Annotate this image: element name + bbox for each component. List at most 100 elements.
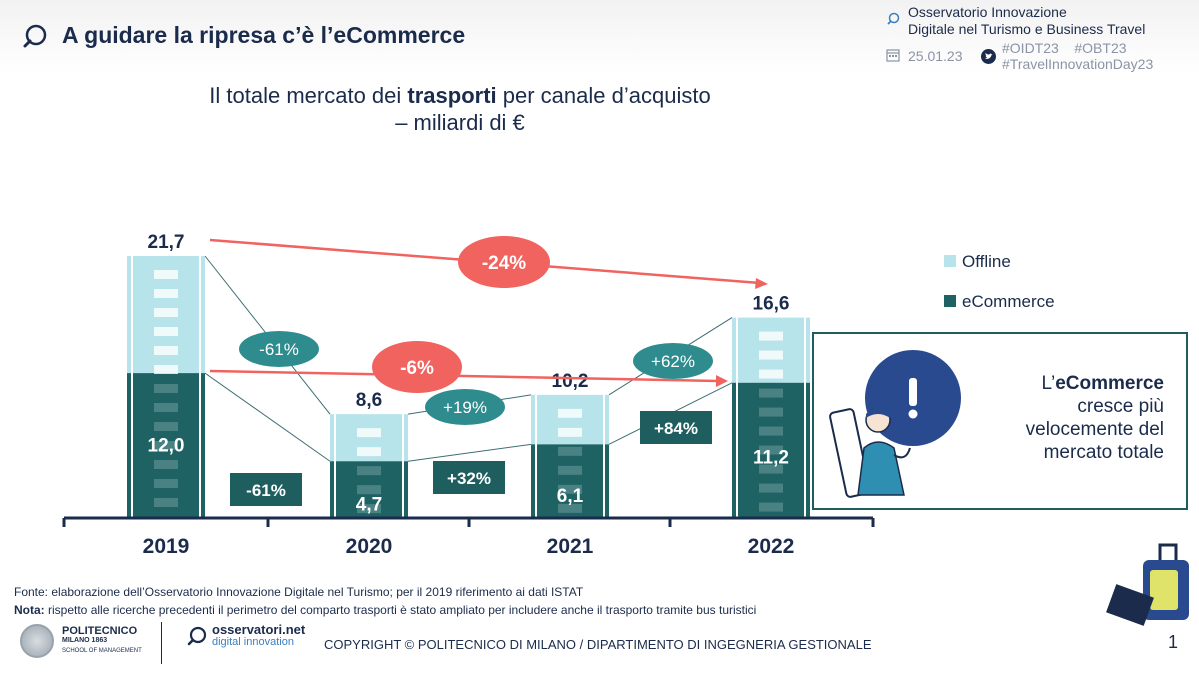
hashtag-day: #TravelInnovationDay23 [1002,56,1154,72]
hashtag-oidt: #OIDT23 [1002,40,1059,56]
bar-dash [154,327,178,336]
exclamation-dot [908,409,918,419]
total-yoy-label: +19% [443,398,487,417]
bar-dash [154,479,178,488]
x-tick-2021: 2021 [547,535,594,558]
ecommerce-trend-arrowhead [716,375,728,387]
page-number: 1 [1168,632,1179,652]
bar-dash [154,460,178,469]
bar-dash [759,369,783,379]
poli-sub1: MILANO 1863 [62,637,108,644]
bar-dash [154,308,178,317]
twitter-icon [981,49,996,64]
ecommerce-label-2020: 4,7 [356,495,382,516]
bar-dash [154,384,178,393]
bar-dash [759,331,783,341]
legend-swatch-offline [944,255,956,267]
ecommerce-label-2019: 12,0 [148,436,185,457]
callout-bold: eCommerce [1055,373,1164,394]
poli-sub2: SCHOOL OF MANAGEMENT [62,648,142,654]
poli-name: POLITECNICO [62,625,138,637]
total-yoy-bubble [633,343,713,379]
bar-dash [558,503,582,513]
bar-dash [558,427,582,437]
bar-dash [759,445,783,455]
bar-dash [357,466,381,476]
osservatori-logo: osservatori.net digital innovation [186,622,306,648]
subtitle-line2: – miliardi di € [395,110,525,135]
bar-dash [759,388,783,398]
subtitle-bold: trasporti [407,83,497,108]
observatory-line1: Osservatorio Innovazione [908,4,1067,20]
calendar-icon [886,49,900,62]
oss-name: osservatori.net [212,622,306,637]
ecommerce-change-label: -6% [400,358,434,379]
total-label-2021: 10,2 [552,371,589,392]
bar-dash [558,446,582,456]
ecommerce-trend-arrow [209,369,719,383]
legend-label-ecommerce: eCommerce [962,292,1055,311]
page-title: A guidare la ripresa c’è l’eCommerce [22,22,465,49]
bar-dash [357,485,381,495]
bar-dash [759,464,783,474]
footer-note-label: Nota: [14,603,45,617]
total-label-2019: 21,7 [148,232,185,253]
footer-note-text: rispetto alle ricerche precedenti il per… [44,603,757,617]
total-label-2020: 8,6 [356,390,382,411]
callout-line3: velocemente del [1025,419,1164,440]
callout-pre: L’ [1041,373,1056,394]
bar-dash [759,426,783,436]
ecommerce-change-bubble [372,341,462,393]
oss-sub: digital innovation [212,636,294,648]
event-date: 25.01.23 [908,48,963,64]
magnifier-small-icon [887,12,900,25]
bar-dash [154,441,178,450]
bar-dash [154,270,178,279]
bar-dash [357,428,381,438]
header-bar [0,0,1199,74]
callout-line2: cresce più [1077,396,1164,417]
ecommerce-yoy-label: -61% [246,481,286,500]
observatory-line2: Digitale nel Turismo e Business Travel [908,21,1146,37]
ecommerce-yoy-box [640,411,712,444]
total-yoy-bubble [425,389,505,425]
suitcase-panel [1150,570,1178,610]
footer-source: Fonte: elaborazione dell’Osservatorio In… [14,585,584,599]
person-hair-icon [866,407,892,418]
total-yoy-label: +62% [651,352,695,371]
ecommerce-yoy-box [230,473,302,506]
ecommerce-label-2022: 11,2 [753,447,789,468]
bar-dash [759,502,783,512]
bar-dash [154,346,178,355]
ecommerce-connector-line [407,443,532,462]
ecommerce-yoy-box [433,461,505,494]
bar-dash [154,403,178,412]
bar-dash [154,365,178,374]
osservatori-magnifier-icon [187,626,207,646]
politecnico-logo: POLITECNICO MILANO 1863 SCHOOL OF MANAGE… [20,624,142,658]
footer-divider [161,622,162,664]
suitcase-handle-icon [1158,543,1178,560]
bar-dash [558,484,582,494]
page-title-text: A guidare la ripresa c’è l’eCommerce [62,22,466,48]
total-yoy-label: -61% [259,340,299,359]
bar-dash [759,350,783,360]
bar-dash [357,447,381,457]
x-tick-2020: 2020 [346,535,393,558]
total-change-bubble [458,236,550,288]
total-yoy-bubble [239,331,319,367]
total-change-label: -24% [482,253,526,274]
copyright: COPYRIGHT © POLITECNICO DI MILANO / DIPA… [324,637,872,652]
bar-dash [558,465,582,475]
footer-note: Nota: rispetto alle ricerche precedenti … [14,603,756,617]
bar-dash [154,422,178,431]
total-trend-arrowhead [755,278,768,289]
callout-line4: mercato totale [1043,442,1164,463]
x-tick-2022: 2022 [748,535,795,558]
passport-icon [1106,584,1154,626]
legend-swatch-ecommerce [944,295,956,307]
person-body-icon [857,441,905,496]
ecommerce-connector-line [204,372,331,462]
bar-dash [558,408,582,418]
